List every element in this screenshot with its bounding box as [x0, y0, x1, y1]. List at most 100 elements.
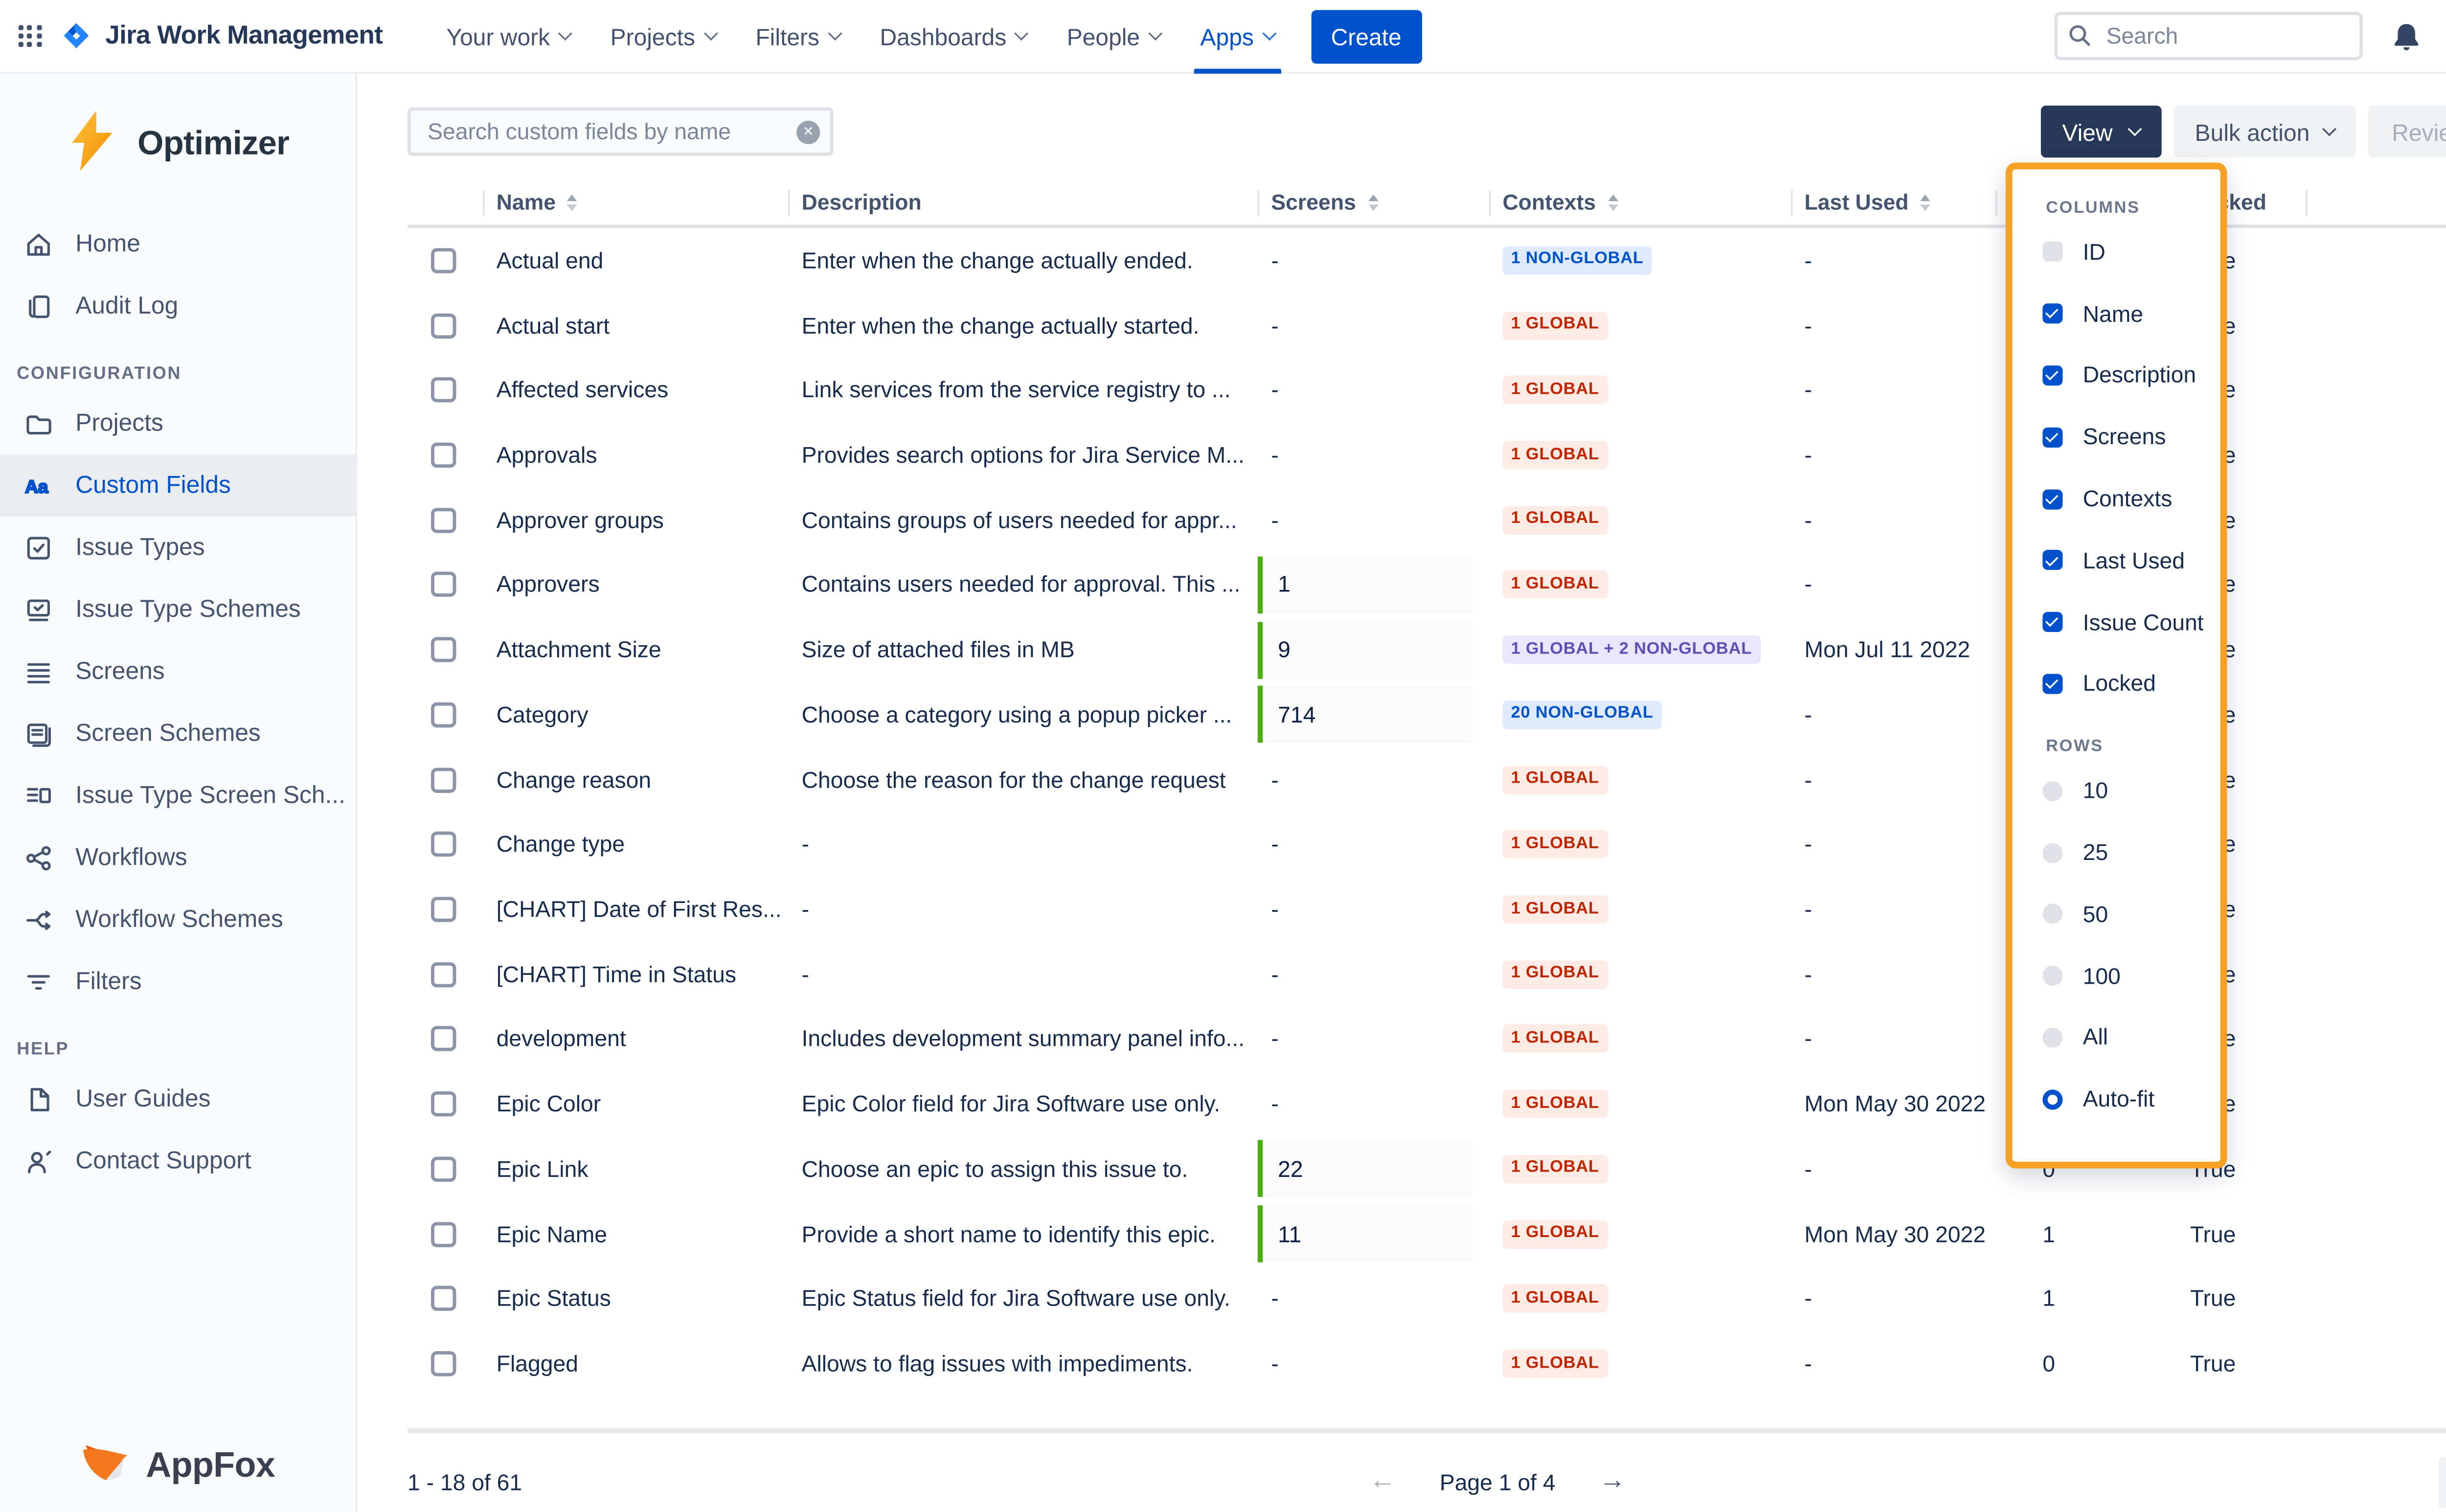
- sidebar-item-issue-type-schemes[interactable]: Issue Type Schemes: [0, 578, 356, 640]
- sidebar-item-home[interactable]: Home: [0, 213, 356, 275]
- custom-field-search: ✕: [408, 107, 834, 156]
- panel-column-contexts[interactable]: Contexts: [2042, 468, 2220, 530]
- view-button[interactable]: View: [2040, 105, 2161, 158]
- radio-unselected-icon[interactable]: [2042, 966, 2063, 986]
- app-title[interactable]: Jira Work Management: [105, 21, 383, 50]
- row-checkbox[interactable]: [430, 832, 456, 858]
- panel-column-issue-count[interactable]: Issue Count: [2042, 591, 2220, 653]
- checkbox-checked-icon[interactable]: [2042, 612, 2063, 632]
- sidebar-item-workflow-schemes[interactable]: Workflow Schemes: [0, 888, 356, 950]
- nav-item-apps[interactable]: Apps: [1180, 0, 1294, 73]
- sidebar-item-audit-log[interactable]: Audit Log: [0, 275, 356, 337]
- app-switcher-icon[interactable]: [18, 24, 42, 48]
- row-checkbox[interactable]: [430, 702, 456, 727]
- panel-rows-10[interactable]: 10: [2042, 760, 2220, 822]
- sidebar-item-issue-type-screen-sch[interactable]: Issue Type Screen Sch...: [0, 765, 356, 827]
- panel-rows-all[interactable]: All: [2042, 1007, 2220, 1068]
- row-checkbox[interactable]: [430, 1286, 456, 1312]
- export-button[interactable]: Export: [2437, 1456, 2446, 1509]
- row-checkbox[interactable]: [430, 637, 456, 663]
- panel-column-id[interactable]: ID: [2042, 221, 2220, 283]
- clear-search-icon[interactable]: ✕: [796, 120, 820, 144]
- svg-text:Aa: Aa: [25, 475, 48, 496]
- nav-item-projects[interactable]: Projects: [590, 0, 735, 73]
- cell-name: Flagged: [496, 1351, 578, 1377]
- view-button-label: View: [2062, 118, 2113, 145]
- screens-count-pill: 1: [1258, 556, 1472, 614]
- panel-rows-100[interactable]: 100: [2042, 945, 2220, 1007]
- nav-item-your-work[interactable]: Your work: [426, 0, 590, 73]
- cell-last-used: -: [1804, 507, 1812, 533]
- cell-last-used: Mon May 30 2022: [1804, 1091, 1986, 1117]
- radio-unselected-icon[interactable]: [2042, 904, 2063, 925]
- notifications-icon[interactable]: [2386, 16, 2426, 56]
- row-checkbox[interactable]: [430, 962, 456, 987]
- sidebar-item-user-guides[interactable]: User Guides: [0, 1068, 356, 1130]
- checkbox-checked-icon[interactable]: [2042, 550, 2063, 571]
- panel-column-locked[interactable]: Locked: [2042, 653, 2220, 715]
- sort-icon[interactable]: [1367, 193, 1378, 211]
- nav-item-people[interactable]: People: [1047, 0, 1180, 73]
- row-checkbox[interactable]: [430, 572, 456, 598]
- review-changes-button[interactable]: Review changes: [2368, 105, 2446, 158]
- panel-column-description[interactable]: Description: [2042, 345, 2220, 406]
- column-header-name[interactable]: Name: [483, 180, 788, 225]
- cell-issue-count: 1: [2042, 1286, 2056, 1312]
- row-checkbox[interactable]: [430, 507, 456, 533]
- sort-icon[interactable]: [1608, 193, 1618, 211]
- panel-column-screens[interactable]: Screens: [2042, 406, 2220, 468]
- panel-column-name[interactable]: Name: [2042, 283, 2220, 344]
- panel-rows-25[interactable]: 25: [2042, 822, 2220, 883]
- radio-selected-icon[interactable]: [2042, 1089, 2063, 1109]
- checkbox-checked-icon[interactable]: [2042, 489, 2063, 509]
- row-checkbox[interactable]: [430, 1351, 456, 1377]
- column-header-desc[interactable]: Description: [788, 180, 1258, 225]
- checkbox-checked-icon[interactable]: [2042, 674, 2063, 694]
- sidebar-item-contact-support[interactable]: Contact Support: [0, 1130, 356, 1192]
- cell-screens: 714: [1258, 682, 1489, 747]
- row-checkbox[interactable]: [430, 897, 456, 923]
- sidebar-item-filters[interactable]: Filters: [0, 950, 356, 1013]
- radio-unselected-icon[interactable]: [2042, 842, 2063, 863]
- global-search-input[interactable]: [2054, 11, 2363, 61]
- radio-unselected-icon[interactable]: [2042, 781, 2063, 801]
- row-checkbox[interactable]: [430, 767, 456, 792]
- row-checkbox[interactable]: [430, 1221, 456, 1247]
- prev-page-icon[interactable]: ←: [1369, 1467, 1396, 1496]
- panel-column-last-used[interactable]: Last Used: [2042, 530, 2220, 591]
- checkbox-checked-icon[interactable]: [2042, 427, 2063, 448]
- checkbox-checked-icon[interactable]: [2042, 365, 2063, 386]
- panel-rows-auto-fit[interactable]: Auto-fit: [2042, 1068, 2220, 1130]
- cell-contexts: 1 GLOBAL: [1489, 877, 1791, 942]
- jira-logo-icon[interactable]: [62, 22, 90, 50]
- row-checkbox[interactable]: [430, 378, 456, 403]
- checkbox-checked-icon[interactable]: [2042, 303, 2063, 324]
- row-checkbox[interactable]: [430, 1026, 456, 1052]
- sidebar-item-projects[interactable]: Projects: [0, 392, 356, 454]
- sort-icon[interactable]: [567, 193, 578, 211]
- sidebar-item-workflows[interactable]: Workflows: [0, 827, 356, 889]
- row-checkbox[interactable]: [430, 1156, 456, 1182]
- sort-icon[interactable]: [1920, 193, 1931, 211]
- create-button[interactable]: Create: [1311, 9, 1422, 63]
- panel-rows-50[interactable]: 50: [2042, 883, 2220, 945]
- row-checkbox[interactable]: [430, 1091, 456, 1117]
- column-header-contexts[interactable]: Contexts: [1489, 180, 1791, 225]
- sidebar-item-screen-schemes[interactable]: Screen Schemes: [0, 702, 356, 765]
- column-header-screens[interactable]: Screens: [1258, 180, 1489, 225]
- help-icon[interactable]: ?: [2442, 16, 2446, 56]
- checkbox-unchecked-icon[interactable]: [2042, 242, 2063, 262]
- row-checkbox[interactable]: [430, 442, 456, 468]
- custom-field-search-input[interactable]: [408, 107, 834, 156]
- next-page-icon[interactable]: →: [1599, 1467, 1626, 1496]
- nav-item-filters[interactable]: Filters: [735, 0, 860, 73]
- radio-unselected-icon[interactable]: [2042, 1027, 2063, 1048]
- sidebar-item-screens[interactable]: Screens: [0, 640, 356, 702]
- row-checkbox[interactable]: [430, 248, 456, 273]
- sidebar-item-custom-fields[interactable]: Aa Custom Fields: [0, 454, 356, 517]
- nav-item-dashboards[interactable]: Dashboards: [860, 0, 1046, 73]
- column-header-last_used[interactable]: Last Used: [1791, 180, 1995, 225]
- sidebar-item-issue-types[interactable]: Issue Types: [0, 517, 356, 579]
- row-checkbox[interactable]: [430, 313, 456, 338]
- bulk-action-button[interactable]: Bulk action: [2173, 105, 2357, 158]
